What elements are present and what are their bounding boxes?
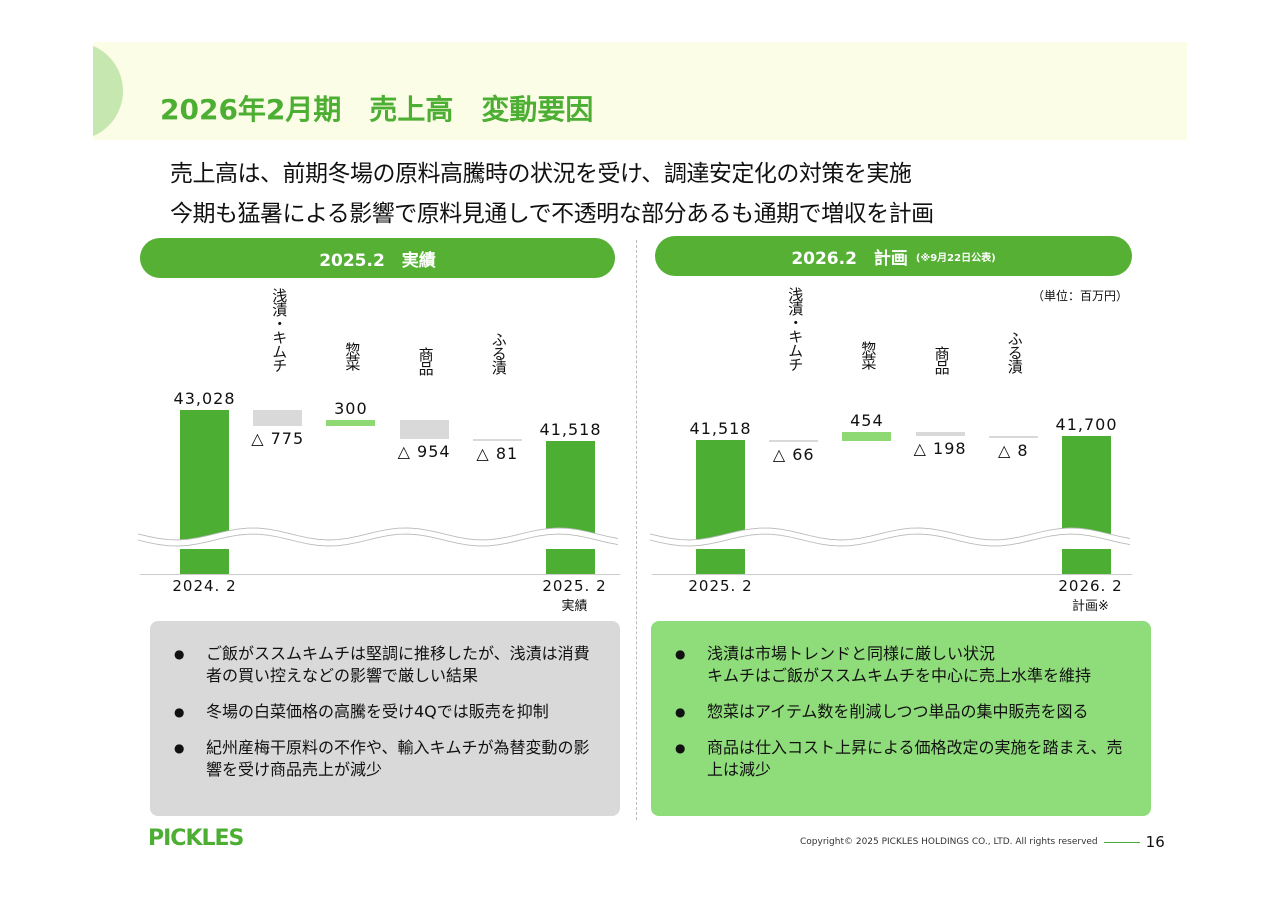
category-label: 浅漬・キムチ: [270, 288, 289, 372]
bar-商品: [915, 432, 965, 437]
x-axis-line: [652, 574, 1132, 575]
note-item: 紀州産梅干原料の不作や、輸入キムチが為替変動の影響を受け商品売上が減少: [174, 737, 602, 781]
right-header-note: (※9月22日公表): [915, 252, 996, 264]
x-tick-label: 2026. 2 計画※: [1058, 577, 1122, 614]
x-tick-text: 2026. 2: [1058, 577, 1123, 595]
x-tick-label: 2025. 2: [688, 577, 752, 595]
category-label: 浅漬・キムチ: [786, 287, 805, 371]
page-title: 2026年2月期 売上高 変動要因: [160, 93, 594, 126]
x-axis-line: [140, 574, 620, 575]
x-tick-text: 2025. 2: [542, 577, 607, 595]
bar-2026. 2: [1062, 436, 1111, 574]
data-label: △ 8: [998, 441, 1029, 461]
category-label: ふる漬: [489, 332, 508, 374]
bar-惣菜: [842, 432, 892, 442]
page-number: 16: [1145, 833, 1165, 851]
x-tick-sublabel: 計画※: [1072, 599, 1109, 614]
data-label: △ 81: [476, 444, 519, 464]
x-tick-label: 2025. 2 実績: [542, 577, 606, 614]
data-label: △ 198: [913, 439, 967, 459]
data-label: △ 954: [397, 442, 451, 462]
left-header-text: 2025.2 実績: [319, 250, 436, 271]
left-chart-header: 2025.2 実績: [140, 238, 615, 278]
axis-break-wave: [138, 527, 620, 549]
x-tick-text: 2025. 2: [688, 577, 753, 595]
category-label: ふる漬: [1005, 331, 1024, 373]
note-item: 浅漬は市場トレンドと同様に厳しい状況 キムチはご飯がススムキムチを中心に売上水準…: [675, 643, 1133, 687]
divider: [636, 240, 637, 820]
category-label: 惣菜: [343, 342, 362, 370]
subtitle-line-2: 今期も猛暑による影響で原料見通しで不透明な部分あるも通期で増収を計画: [170, 201, 934, 227]
footer-rule: [1103, 841, 1140, 843]
bar-惣菜: [326, 419, 376, 426]
category-label: 商品: [932, 346, 951, 374]
bar-浅漬・キムチ: [253, 410, 303, 426]
x-tick-text: 2024. 2: [172, 577, 237, 595]
bar-ふる漬: [472, 439, 522, 442]
data-label: 454: [850, 411, 884, 431]
bar-ふる漬: [988, 436, 1038, 439]
bar-浅漬・キムチ: [769, 440, 819, 442]
category-label: 商品: [416, 347, 435, 375]
data-label: 41,518: [689, 419, 752, 438]
copyright: Copyright© 2025 PICKLES HOLDINGS CO., LT…: [800, 837, 1098, 847]
data-label: 41,518: [539, 419, 602, 439]
note-item: ご飯がススムキムチは堅調に推移したが、浅漬は消費者の買い控えなどの影響で厳しい結…: [174, 643, 602, 687]
x-tick-sublabel: 実績: [561, 599, 588, 614]
note-item: 商品は仕入コスト上昇による価格改定の実施を踏まえ、売上は減少: [675, 737, 1133, 781]
bar-2025. 2: [696, 440, 745, 574]
notes-left: ご飯がススムキムチは堅調に推移したが、浅漬は消費者の買い控えなどの影響で厳しい結…: [150, 621, 620, 816]
right-header-text: 2026.2 計画: [791, 248, 908, 269]
data-label: 300: [334, 398, 368, 418]
data-label: 43,028: [173, 389, 236, 408]
data-label: △ 66: [772, 445, 815, 464]
category-label: 惣菜: [859, 341, 878, 369]
x-tick-label: 2024. 2: [172, 577, 236, 595]
note-item: 惣菜はアイテム数を削減しつつ単品の集中販売を図る: [675, 701, 1133, 723]
bar-商品: [399, 419, 449, 440]
right-chart-header: 2026.2 計画 (※9月22日公表): [655, 236, 1132, 276]
pickles-logo: PICKLES: [148, 826, 244, 851]
decorative-arc: [93, 42, 123, 140]
unit-label: （単位：百万円）: [1032, 289, 1129, 303]
title-band: [93, 42, 1187, 140]
footer: Copyright© 2025 PICKLES HOLDINGS CO., LT…: [800, 833, 1165, 851]
data-label: △ 775: [251, 428, 305, 448]
data-label: 41,700: [1055, 415, 1118, 435]
axis-break-wave: [650, 527, 1132, 549]
subtitle-line-1: 売上高は、前期冬場の原料高騰時の状況を受け、調達安定化の対策を実施: [170, 161, 912, 187]
bar-2025. 2: [546, 440, 595, 574]
notes-right: 浅漬は市場トレンドと同様に厳しい状況 キムチはご飯がススムキムチを中心に売上水準…: [651, 621, 1151, 816]
note-item: 冬場の白菜価格の高騰を受け4Qでは販売を抑制: [174, 701, 602, 723]
